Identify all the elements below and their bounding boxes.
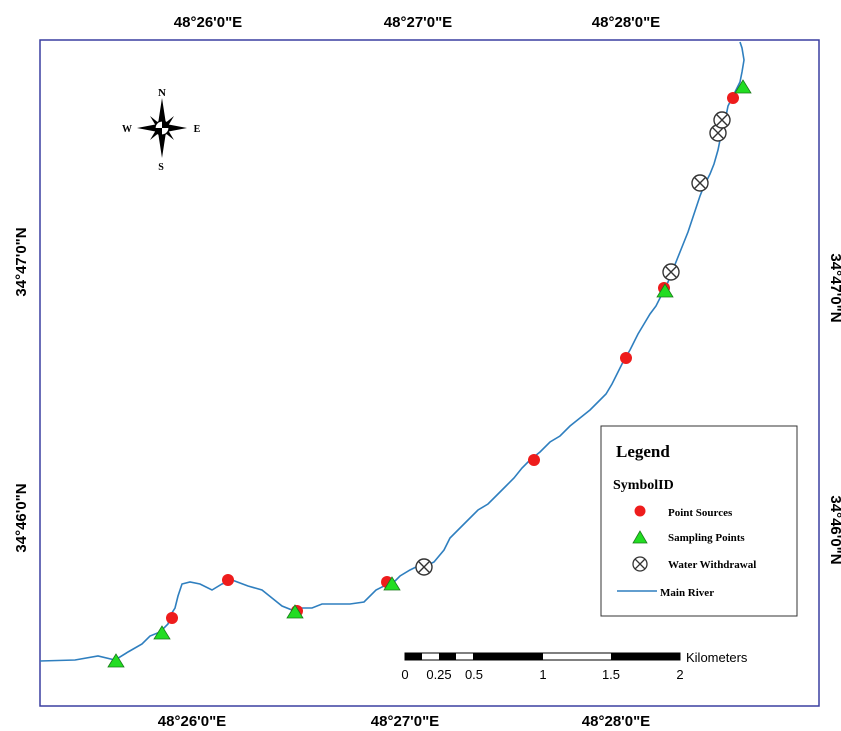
water-withdrawal-marker xyxy=(691,174,709,192)
point-source-marker xyxy=(620,352,632,364)
coord-right-2: 34°46'0"N xyxy=(827,495,841,564)
sampling-point-markers xyxy=(107,79,752,668)
point-source-markers xyxy=(166,92,739,624)
scale-label: 0.25 xyxy=(426,667,451,682)
point-source-marker xyxy=(222,574,234,586)
coord-top-2: 48°27'0"E xyxy=(384,14,452,31)
coord-top-1: 48°26'0"E xyxy=(174,14,242,31)
point-source-marker xyxy=(528,454,540,466)
scale-label: 1 xyxy=(539,667,546,682)
point-source-marker xyxy=(166,612,178,624)
sampling-point-marker xyxy=(734,79,752,94)
legend-item-label: Point Sources xyxy=(668,507,733,519)
sampling-point-marker xyxy=(383,576,401,591)
water-withdrawal-marker xyxy=(662,263,680,281)
legend-item-label: Sampling Points xyxy=(668,532,745,544)
point-source-marker xyxy=(727,92,739,104)
compass-rose-icon xyxy=(137,98,187,158)
coord-left-2: 34°46'0"N xyxy=(13,483,30,552)
sampling-point-marker xyxy=(656,283,674,298)
sampling-point-marker xyxy=(153,625,171,640)
legend-point-source-icon xyxy=(634,505,646,517)
legend-sampling-point-icon xyxy=(632,530,648,544)
scale-label: 1.5 xyxy=(602,667,620,682)
compass-label-n: N xyxy=(158,87,166,99)
water-withdrawal-marker xyxy=(713,111,731,129)
coord-right-1: 34°47'0"N xyxy=(827,253,841,322)
legend-title: Legend xyxy=(616,442,670,461)
legend-subtitle: SymbolID xyxy=(613,478,674,493)
legend-water-withdrawal-icon xyxy=(632,556,648,572)
coord-left-1: 34°47'0"N xyxy=(13,227,30,296)
water-withdrawal-markers xyxy=(415,111,731,576)
sampling-point-marker xyxy=(107,653,125,668)
scale-bar xyxy=(404,652,681,661)
scale-label: 2 xyxy=(676,667,683,682)
coord-bottom-1: 48°26'0"E xyxy=(158,713,226,730)
water-withdrawal-marker xyxy=(415,558,433,576)
compass-label-w: W xyxy=(122,124,132,135)
coord-bottom-3: 48°28'0"E xyxy=(582,713,650,730)
legend: Legend SymbolID Point Sources Sampling P… xyxy=(600,425,798,617)
scale-unit-label: Kilometers xyxy=(686,650,748,665)
compass-label-e: E xyxy=(194,124,201,135)
sampling-point-marker xyxy=(286,604,304,619)
legend-item-label: Main River xyxy=(660,587,714,599)
coord-bottom-2: 48°27'0"E xyxy=(371,713,439,730)
main-river xyxy=(39,41,745,662)
scale-label: 0 xyxy=(401,667,408,682)
coord-top-3: 48°28'0"E xyxy=(592,14,660,31)
legend-item-label: Water Withdrawal xyxy=(668,559,756,571)
compass-label-s: S xyxy=(158,162,164,173)
legend-box xyxy=(600,425,798,617)
scale-label: 0.5 xyxy=(465,667,483,682)
